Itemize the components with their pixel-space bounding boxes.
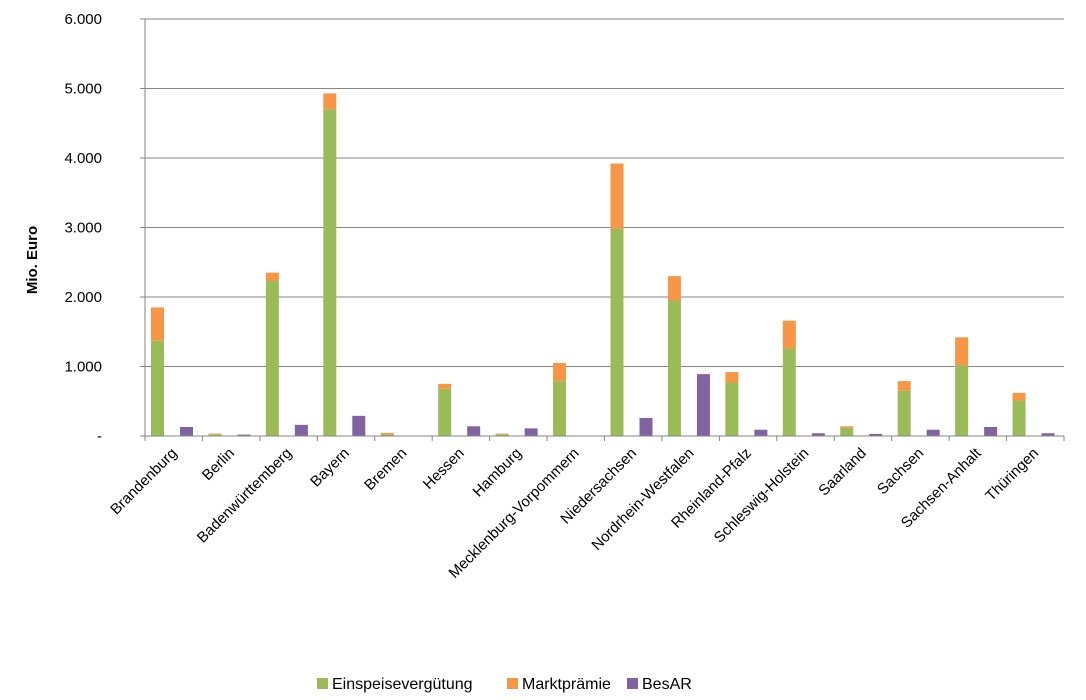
gridlines — [145, 18, 1064, 367]
bar-marktprämie — [265, 272, 279, 282]
bar-besar — [639, 417, 653, 436]
bars — [151, 93, 1055, 436]
legend-swatch — [627, 678, 638, 689]
y-tick-label: 3.000 — [64, 220, 102, 237]
bar-einspeisevergütung — [1012, 400, 1026, 436]
bar-besar — [754, 429, 768, 436]
category-label: Hamburg — [470, 445, 526, 501]
bar-marktprämie — [897, 381, 911, 391]
bar-besar — [524, 428, 538, 436]
bar-einspeisevergütung — [840, 427, 854, 436]
bar-marktprämie — [955, 337, 969, 366]
category-label: Saarland — [815, 445, 869, 499]
bar-marktprämie — [610, 163, 624, 229]
bar-marktprämie — [840, 426, 854, 428]
y-axis-title: Mio. Euro — [24, 226, 41, 294]
category-label: Badenwürttemberg — [194, 445, 296, 547]
category-label: Berlin — [199, 445, 238, 484]
category-label: Bremen — [361, 445, 410, 494]
bar-besar — [811, 433, 825, 436]
bar-besar — [696, 374, 710, 436]
y-tick-label: 6.000 — [64, 11, 102, 28]
category-label: Thüringen — [982, 445, 1042, 505]
bar-einspeisevergütung — [208, 434, 222, 436]
bar-marktprämie — [1012, 392, 1026, 401]
category-label: Hessen — [420, 445, 468, 493]
legend-swatch — [507, 678, 518, 689]
legend-swatch — [317, 678, 328, 689]
y-tick-label: 5.000 — [64, 81, 102, 98]
bar-marktprämie — [151, 307, 164, 341]
bar-einspeisevergütung — [265, 281, 279, 436]
bar-marktprämie — [380, 432, 394, 435]
bar-besar — [180, 426, 193, 436]
bar-besar — [352, 415, 366, 436]
axes — [140, 18, 1065, 441]
bar-einspeisevergütung — [323, 109, 337, 436]
bar-marktprämie — [782, 320, 796, 349]
bar-einspeisevergütung — [782, 348, 796, 436]
bar-besar — [1041, 433, 1055, 436]
bar-einspeisevergütung — [955, 365, 969, 436]
bar-marktprämie — [495, 433, 509, 435]
category-label: Sachsen — [874, 445, 927, 498]
bar-besar — [984, 426, 998, 436]
y-tick-label: - — [97, 428, 102, 445]
bar-einspeisevergütung — [495, 434, 509, 436]
legend: Einspeisevergütung Marktprämie BesAR — [317, 676, 692, 693]
bar-einspeisevergütung — [438, 388, 452, 436]
bar-einspeisevergütung — [553, 381, 567, 436]
bar-einspeisevergütung — [667, 300, 681, 436]
bar-einspeisevergütung — [151, 340, 164, 436]
bar-marktprämie — [553, 363, 567, 382]
category-label: Schleswig-Holstein — [711, 445, 813, 547]
bar-einspeisevergütung — [725, 382, 739, 436]
category-label: Brandenburg — [107, 445, 180, 518]
legend-label: Einspeisevergütung — [332, 676, 473, 693]
bar-besar — [294, 424, 308, 436]
bar-besar — [926, 429, 940, 436]
y-tick-label: 2.000 — [64, 289, 102, 306]
bar-marktprämie — [438, 383, 452, 389]
legend-label: BesAR — [642, 676, 692, 693]
legend-label: Marktprämie — [522, 676, 611, 693]
bar-einspeisevergütung — [897, 390, 911, 436]
bar-besar — [467, 426, 481, 436]
bar-marktprämie — [725, 372, 739, 383]
bar-einspeisevergütung — [380, 434, 394, 436]
category-label: Nordrhein-Westfalen — [588, 445, 697, 554]
bar-marktprämie — [323, 93, 337, 110]
bar-besar — [869, 433, 883, 436]
y-tick-label: 1.000 — [64, 359, 102, 376]
category-label: Bayern — [307, 445, 353, 491]
bar-einspeisevergütung — [610, 228, 624, 436]
bar-besar — [237, 434, 251, 436]
y-tick-label: 4.000 — [64, 150, 102, 167]
bar-marktprämie — [208, 433, 222, 435]
y-tick-labels: - 1.000 2.000 3.000 4.000 5.000 6.000 — [64, 11, 102, 445]
bar-marktprämie — [667, 276, 681, 301]
